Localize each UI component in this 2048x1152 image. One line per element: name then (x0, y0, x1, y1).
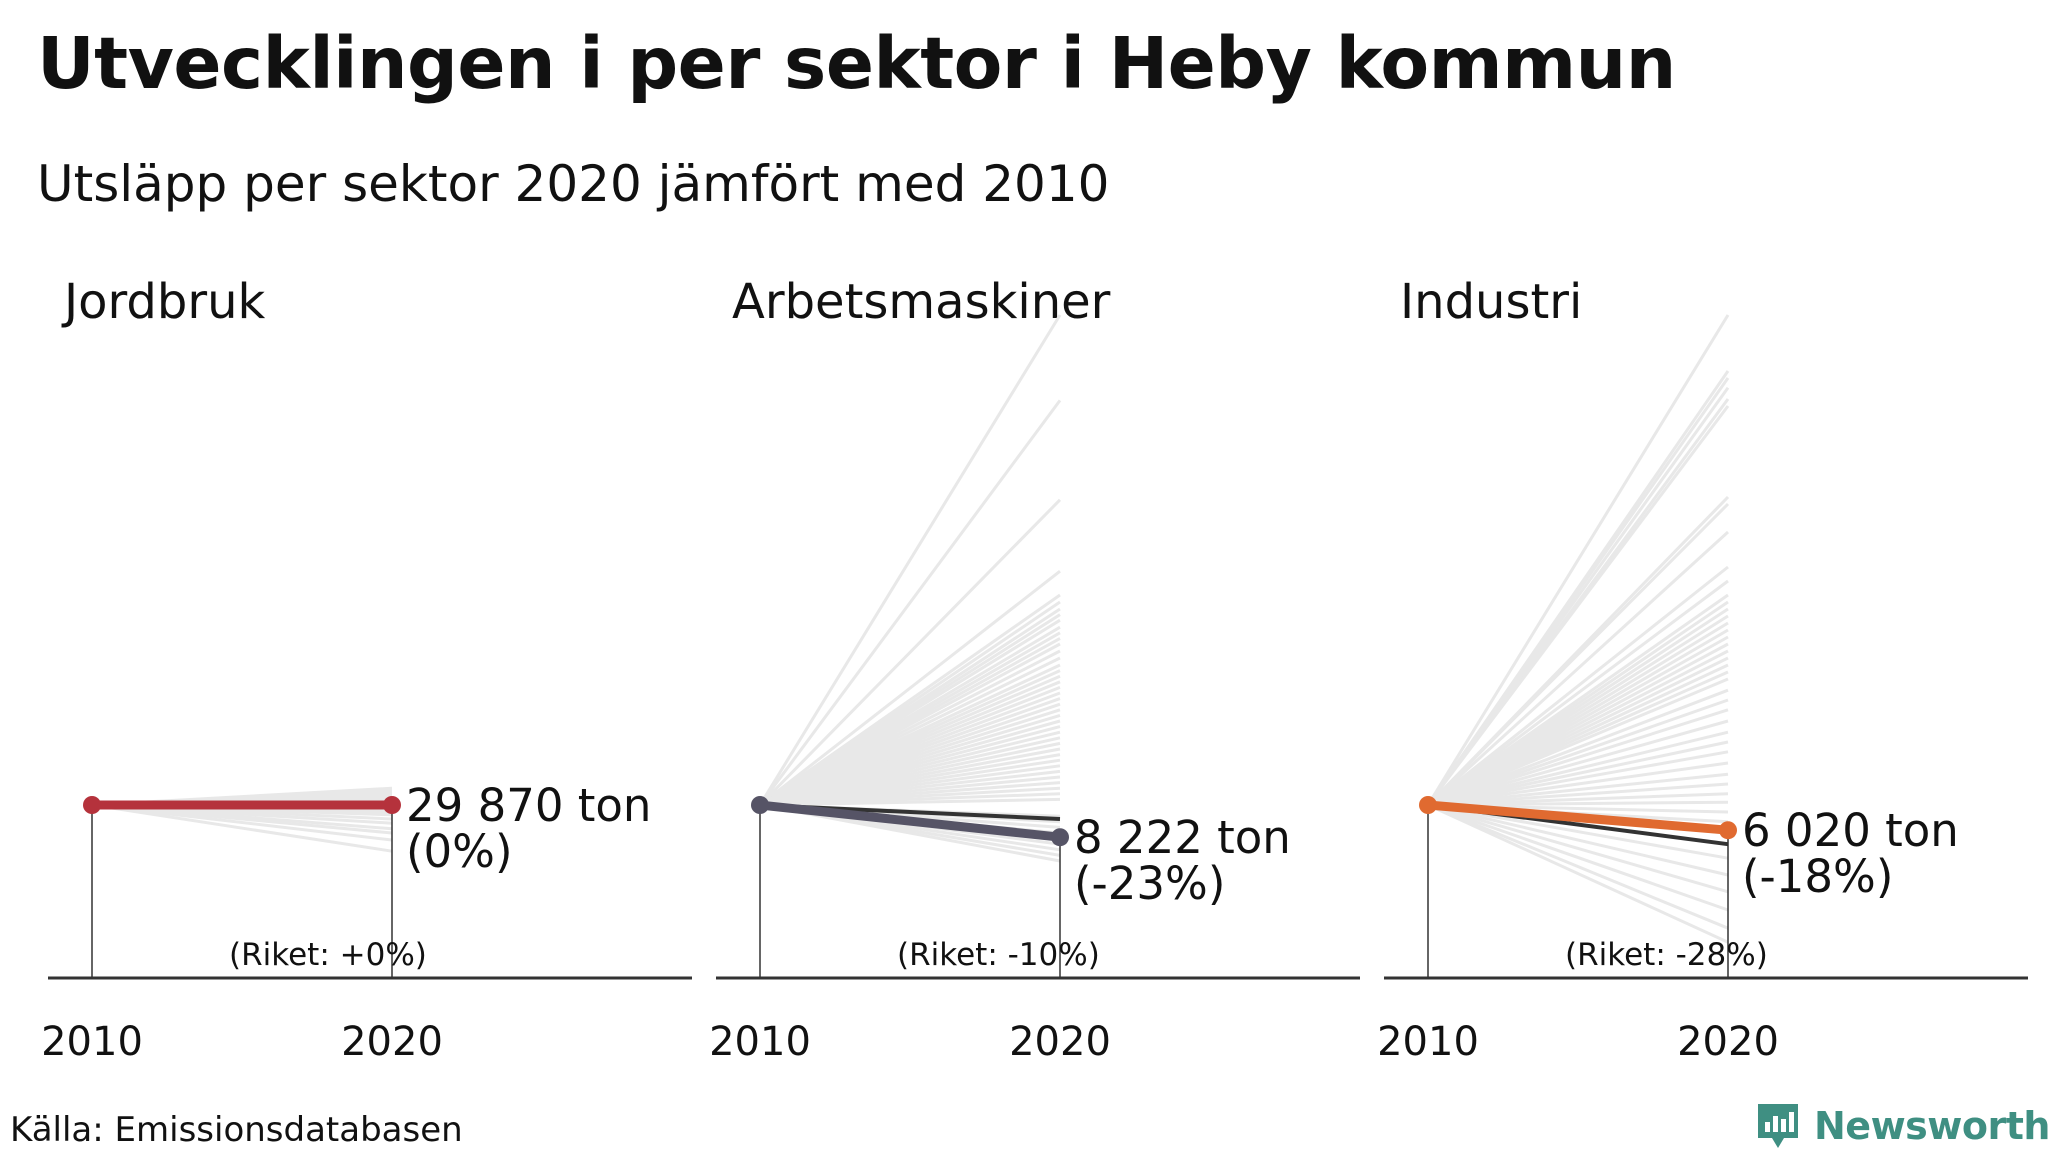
municipality-line-industri-45 (1427, 803, 1729, 944)
municipality-line-industri-8 (1426, 530, 1730, 807)
municipality-line-industri-31 (1427, 761, 1729, 807)
municipality-line-industri-23 (1427, 677, 1729, 807)
municipality-line-arbetsmaskiner-0 (758, 314, 1062, 806)
municipality-line-industri-0 (1426, 314, 1730, 806)
municipality-line-arbetsmaskiner-39 (759, 797, 1061, 807)
tick-label-2010-arbetsmaskiner: 2010 (709, 1019, 811, 1065)
municipality-line-industri-35 (1427, 800, 1729, 807)
municipality-line-industri-29 (1427, 740, 1729, 807)
change-label-jordbruk: (0%) (406, 825, 513, 878)
heby-point-2010-arbetsmaskiner (751, 796, 769, 814)
municipality-line-industri-7 (1426, 502, 1730, 807)
municipality-line-jordbruk-15 (91, 803, 393, 842)
tick-label-2020-industri: 2020 (1677, 1019, 1779, 1065)
municipality-line-arbetsmaskiner-2 (758, 498, 1062, 807)
chart-subtitle: Utsläpp per sektor 2020 jämfört med 2010 (37, 155, 1110, 213)
municipality-line-industri-25 (1427, 698, 1729, 807)
value-label-arbetsmaskiner: 8 222 ton (1074, 811, 1291, 864)
change-label-industri: (-18%) (1742, 850, 1893, 903)
tick-label-2020-arbetsmaskiner: 2020 (1009, 1019, 1111, 1065)
municipality-line-industri-40 (1427, 803, 1729, 860)
tick-label-2010-jordbruk: 2010 (41, 1019, 143, 1065)
value-label-industri: 6 020 ton (1742, 804, 1959, 857)
panel-title-arbetsmaskiner: Arbetsmaskiner (732, 274, 1111, 330)
municipality-line-industri-32 (1427, 772, 1729, 807)
national-note-jordbruk: (Riket: +0%) (229, 937, 427, 973)
source-note: Källa: Emissionsdatabasen (10, 1110, 463, 1150)
panel-jordbruk: Jordbruk 29 870 ton(0%) (Riket: +0%) 2010 20… (41, 274, 692, 1065)
national-note-industri: (Riket: -28%) (1565, 937, 1768, 973)
change-label-arbetsmaskiner: (-23%) (1074, 857, 1225, 910)
panel-title-jordbruk: Jordbruk (61, 274, 266, 330)
heby-point-2010-jordbruk (83, 796, 101, 814)
municipality-line-industri-43 (1427, 803, 1729, 912)
municipality-line-industri-41 (1427, 803, 1729, 877)
national-note-arbetsmaskiner: (Riket: -10%) (897, 937, 1100, 973)
heby-line-industri (1423, 800, 1733, 835)
municipality-line-jordbruk-16 (91, 803, 393, 853)
brand-name: Newsworthy (1814, 1104, 2048, 1148)
municipality-line-industri-42 (1427, 803, 1729, 894)
municipality-line-industri-27 (1427, 719, 1729, 807)
municipality-line-industri-33 (1427, 782, 1729, 807)
heby-point-2020-arbetsmaskiner (1051, 828, 1069, 847)
panel-arbetsmaskiner: Arbetsmaskiner 8 222 ton(-23%) (Riket: -10… (709, 274, 1360, 1065)
municipality-line-industri-24 (1427, 688, 1729, 807)
newsworthy-logo: Newsworthy (1754, 1100, 2048, 1152)
panel-industri: Industri 6 020 ton(-18%) (Riket: -28%) 2010… (1377, 274, 2028, 1065)
tick-label-2020-jordbruk: 2020 (341, 1019, 443, 1065)
municipality-line-industri-26 (1427, 708, 1729, 807)
chart-title: Utvecklingen i per sektor i Heby kommun (37, 22, 1676, 105)
municipality-line-arbetsmaskiner-1 (758, 399, 1062, 806)
tick-label-2010-industri: 2010 (1377, 1019, 1479, 1065)
heby-point-2020-industri (1719, 821, 1737, 840)
value-label-jordbruk: 29 870 ton (406, 779, 651, 832)
heby-point-2020-jordbruk (383, 796, 401, 814)
heby-line-arbetsmaskiner (755, 800, 1065, 842)
municipality-line-industri-44 (1427, 803, 1729, 930)
municipality-line-industri-28 (1427, 730, 1729, 807)
newsworthy-logo-icon (1758, 1104, 1798, 1148)
municipality-line-arbetsmaskiner-3 (759, 570, 1061, 807)
heby-point-2010-industri (1419, 796, 1437, 814)
municipality-line-industri-5 (1426, 405, 1730, 806)
municipality-line-industri-10 (1427, 579, 1729, 807)
municipality-line-industri-30 (1427, 750, 1729, 807)
panel-title-industri: Industri (1400, 274, 1582, 330)
municipality-line-industri-9 (1427, 565, 1729, 807)
